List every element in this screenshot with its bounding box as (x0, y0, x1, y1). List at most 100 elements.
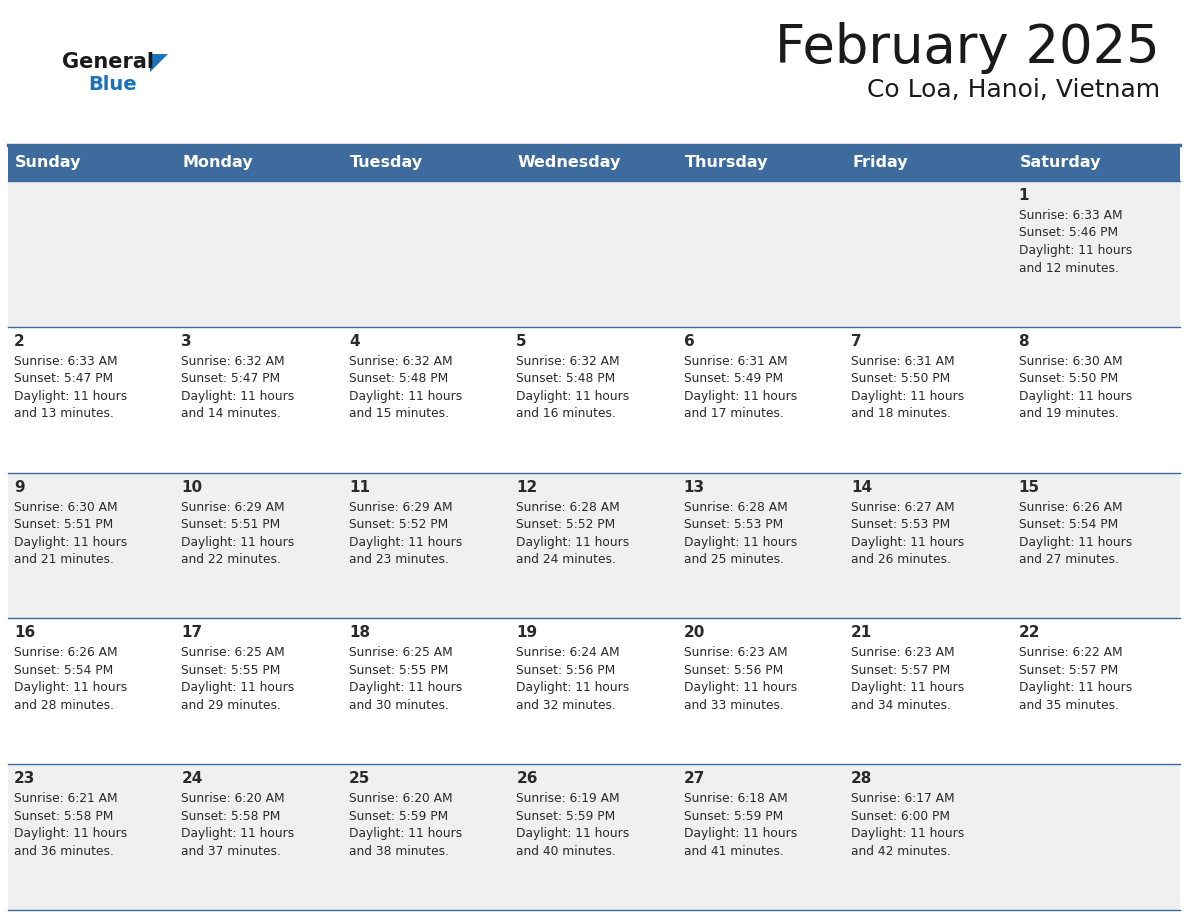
Text: Sunset: 5:52 PM: Sunset: 5:52 PM (517, 518, 615, 532)
Text: Blue: Blue (88, 75, 137, 94)
Text: Sunset: 5:55 PM: Sunset: 5:55 PM (349, 664, 448, 677)
Text: 17: 17 (182, 625, 202, 641)
Text: Daylight: 11 hours: Daylight: 11 hours (684, 390, 797, 403)
Text: General: General (62, 52, 154, 72)
Text: Sunset: 5:46 PM: Sunset: 5:46 PM (1018, 227, 1118, 240)
Text: Sunset: 5:53 PM: Sunset: 5:53 PM (851, 518, 950, 532)
Text: Daylight: 11 hours: Daylight: 11 hours (851, 390, 965, 403)
Text: Daylight: 11 hours: Daylight: 11 hours (182, 827, 295, 840)
Bar (176, 145, 343, 181)
Text: Monday: Monday (183, 155, 253, 171)
Text: Sunrise: 6:27 AM: Sunrise: 6:27 AM (851, 500, 955, 513)
Text: Sunset: 5:54 PM: Sunset: 5:54 PM (1018, 518, 1118, 532)
Text: and 41 minutes.: and 41 minutes. (684, 845, 784, 857)
Text: 4: 4 (349, 334, 360, 349)
Text: Sunset: 5:48 PM: Sunset: 5:48 PM (349, 373, 448, 386)
Text: and 27 minutes.: and 27 minutes. (1018, 554, 1118, 566)
Text: Sunrise: 6:28 AM: Sunrise: 6:28 AM (684, 500, 788, 513)
Text: and 33 minutes.: and 33 minutes. (684, 699, 784, 711)
Text: Daylight: 11 hours: Daylight: 11 hours (14, 535, 127, 549)
Text: Daylight: 11 hours: Daylight: 11 hours (851, 681, 965, 694)
Bar (8, 327, 1180, 473)
Text: Sunset: 5:57 PM: Sunset: 5:57 PM (851, 664, 950, 677)
Text: Sunset: 5:52 PM: Sunset: 5:52 PM (349, 518, 448, 532)
Text: Sunset: 5:58 PM: Sunset: 5:58 PM (14, 810, 113, 823)
Text: Daylight: 11 hours: Daylight: 11 hours (349, 390, 462, 403)
Text: and 23 minutes.: and 23 minutes. (349, 554, 449, 566)
Text: 28: 28 (851, 771, 872, 786)
Text: Sunset: 5:47 PM: Sunset: 5:47 PM (14, 373, 113, 386)
Bar (511, 145, 677, 181)
Text: 11: 11 (349, 479, 369, 495)
Bar (8, 473, 1180, 619)
Text: and 26 minutes.: and 26 minutes. (851, 554, 952, 566)
Text: 20: 20 (684, 625, 706, 641)
Text: and 32 minutes.: and 32 minutes. (517, 699, 617, 711)
Text: Daylight: 11 hours: Daylight: 11 hours (182, 681, 295, 694)
Text: and 12 minutes.: and 12 minutes. (1018, 262, 1118, 274)
Text: and 14 minutes.: and 14 minutes. (182, 408, 282, 420)
Text: Sunrise: 6:29 AM: Sunrise: 6:29 AM (182, 500, 285, 513)
Text: Daylight: 11 hours: Daylight: 11 hours (349, 681, 462, 694)
Text: Sunset: 5:56 PM: Sunset: 5:56 PM (517, 664, 615, 677)
Text: 6: 6 (684, 334, 695, 349)
Text: 26: 26 (517, 771, 538, 786)
Text: Daylight: 11 hours: Daylight: 11 hours (851, 535, 965, 549)
Bar (343, 145, 511, 181)
Text: Daylight: 11 hours: Daylight: 11 hours (517, 827, 630, 840)
Text: 5: 5 (517, 334, 527, 349)
Text: Sunrise: 6:23 AM: Sunrise: 6:23 AM (684, 646, 788, 659)
Text: Sunrise: 6:18 AM: Sunrise: 6:18 AM (684, 792, 788, 805)
Text: Daylight: 11 hours: Daylight: 11 hours (517, 681, 630, 694)
Text: Sunday: Sunday (15, 155, 82, 171)
Text: Sunset: 5:58 PM: Sunset: 5:58 PM (182, 810, 280, 823)
Text: Sunrise: 6:31 AM: Sunrise: 6:31 AM (851, 354, 955, 368)
Text: Daylight: 11 hours: Daylight: 11 hours (517, 390, 630, 403)
Text: and 25 minutes.: and 25 minutes. (684, 554, 784, 566)
Text: Thursday: Thursday (684, 155, 769, 171)
Bar (677, 145, 845, 181)
Text: Daylight: 11 hours: Daylight: 11 hours (684, 827, 797, 840)
Text: Sunset: 5:57 PM: Sunset: 5:57 PM (1018, 664, 1118, 677)
Text: 16: 16 (14, 625, 36, 641)
Text: and 15 minutes.: and 15 minutes. (349, 408, 449, 420)
Text: Sunrise: 6:28 AM: Sunrise: 6:28 AM (517, 500, 620, 513)
Text: Sunrise: 6:21 AM: Sunrise: 6:21 AM (14, 792, 118, 805)
Text: and 34 minutes.: and 34 minutes. (851, 699, 952, 711)
Text: Sunset: 5:49 PM: Sunset: 5:49 PM (684, 373, 783, 386)
Text: 3: 3 (182, 334, 192, 349)
Text: Daylight: 11 hours: Daylight: 11 hours (182, 535, 295, 549)
Text: Sunset: 5:59 PM: Sunset: 5:59 PM (517, 810, 615, 823)
Text: Wednesday: Wednesday (517, 155, 620, 171)
Text: and 19 minutes.: and 19 minutes. (1018, 408, 1118, 420)
Text: and 36 minutes.: and 36 minutes. (14, 845, 114, 857)
Bar (845, 145, 1012, 181)
Text: Daylight: 11 hours: Daylight: 11 hours (684, 535, 797, 549)
Text: Sunset: 5:59 PM: Sunset: 5:59 PM (349, 810, 448, 823)
Polygon shape (150, 54, 168, 72)
Text: and 22 minutes.: and 22 minutes. (182, 554, 282, 566)
Text: and 17 minutes.: and 17 minutes. (684, 408, 784, 420)
Text: 13: 13 (684, 479, 704, 495)
Text: 7: 7 (851, 334, 861, 349)
Text: Sunrise: 6:20 AM: Sunrise: 6:20 AM (349, 792, 453, 805)
Text: and 24 minutes.: and 24 minutes. (517, 554, 617, 566)
Text: Sunrise: 6:24 AM: Sunrise: 6:24 AM (517, 646, 620, 659)
Text: Sunset: 5:54 PM: Sunset: 5:54 PM (14, 664, 113, 677)
Text: Sunrise: 6:23 AM: Sunrise: 6:23 AM (851, 646, 955, 659)
Bar (8, 145, 176, 181)
Text: 19: 19 (517, 625, 537, 641)
Text: Sunrise: 6:30 AM: Sunrise: 6:30 AM (14, 500, 118, 513)
Text: Sunrise: 6:32 AM: Sunrise: 6:32 AM (349, 354, 453, 368)
Text: Daylight: 11 hours: Daylight: 11 hours (349, 535, 462, 549)
Text: 21: 21 (851, 625, 872, 641)
Text: and 29 minutes.: and 29 minutes. (182, 699, 282, 711)
Text: Daylight: 11 hours: Daylight: 11 hours (1018, 244, 1132, 257)
Text: Sunset: 5:50 PM: Sunset: 5:50 PM (851, 373, 950, 386)
Text: Sunrise: 6:25 AM: Sunrise: 6:25 AM (349, 646, 453, 659)
Text: 18: 18 (349, 625, 369, 641)
Text: Sunrise: 6:33 AM: Sunrise: 6:33 AM (14, 354, 118, 368)
Text: Sunset: 5:51 PM: Sunset: 5:51 PM (14, 518, 113, 532)
Text: Daylight: 11 hours: Daylight: 11 hours (1018, 390, 1132, 403)
Text: Daylight: 11 hours: Daylight: 11 hours (14, 827, 127, 840)
